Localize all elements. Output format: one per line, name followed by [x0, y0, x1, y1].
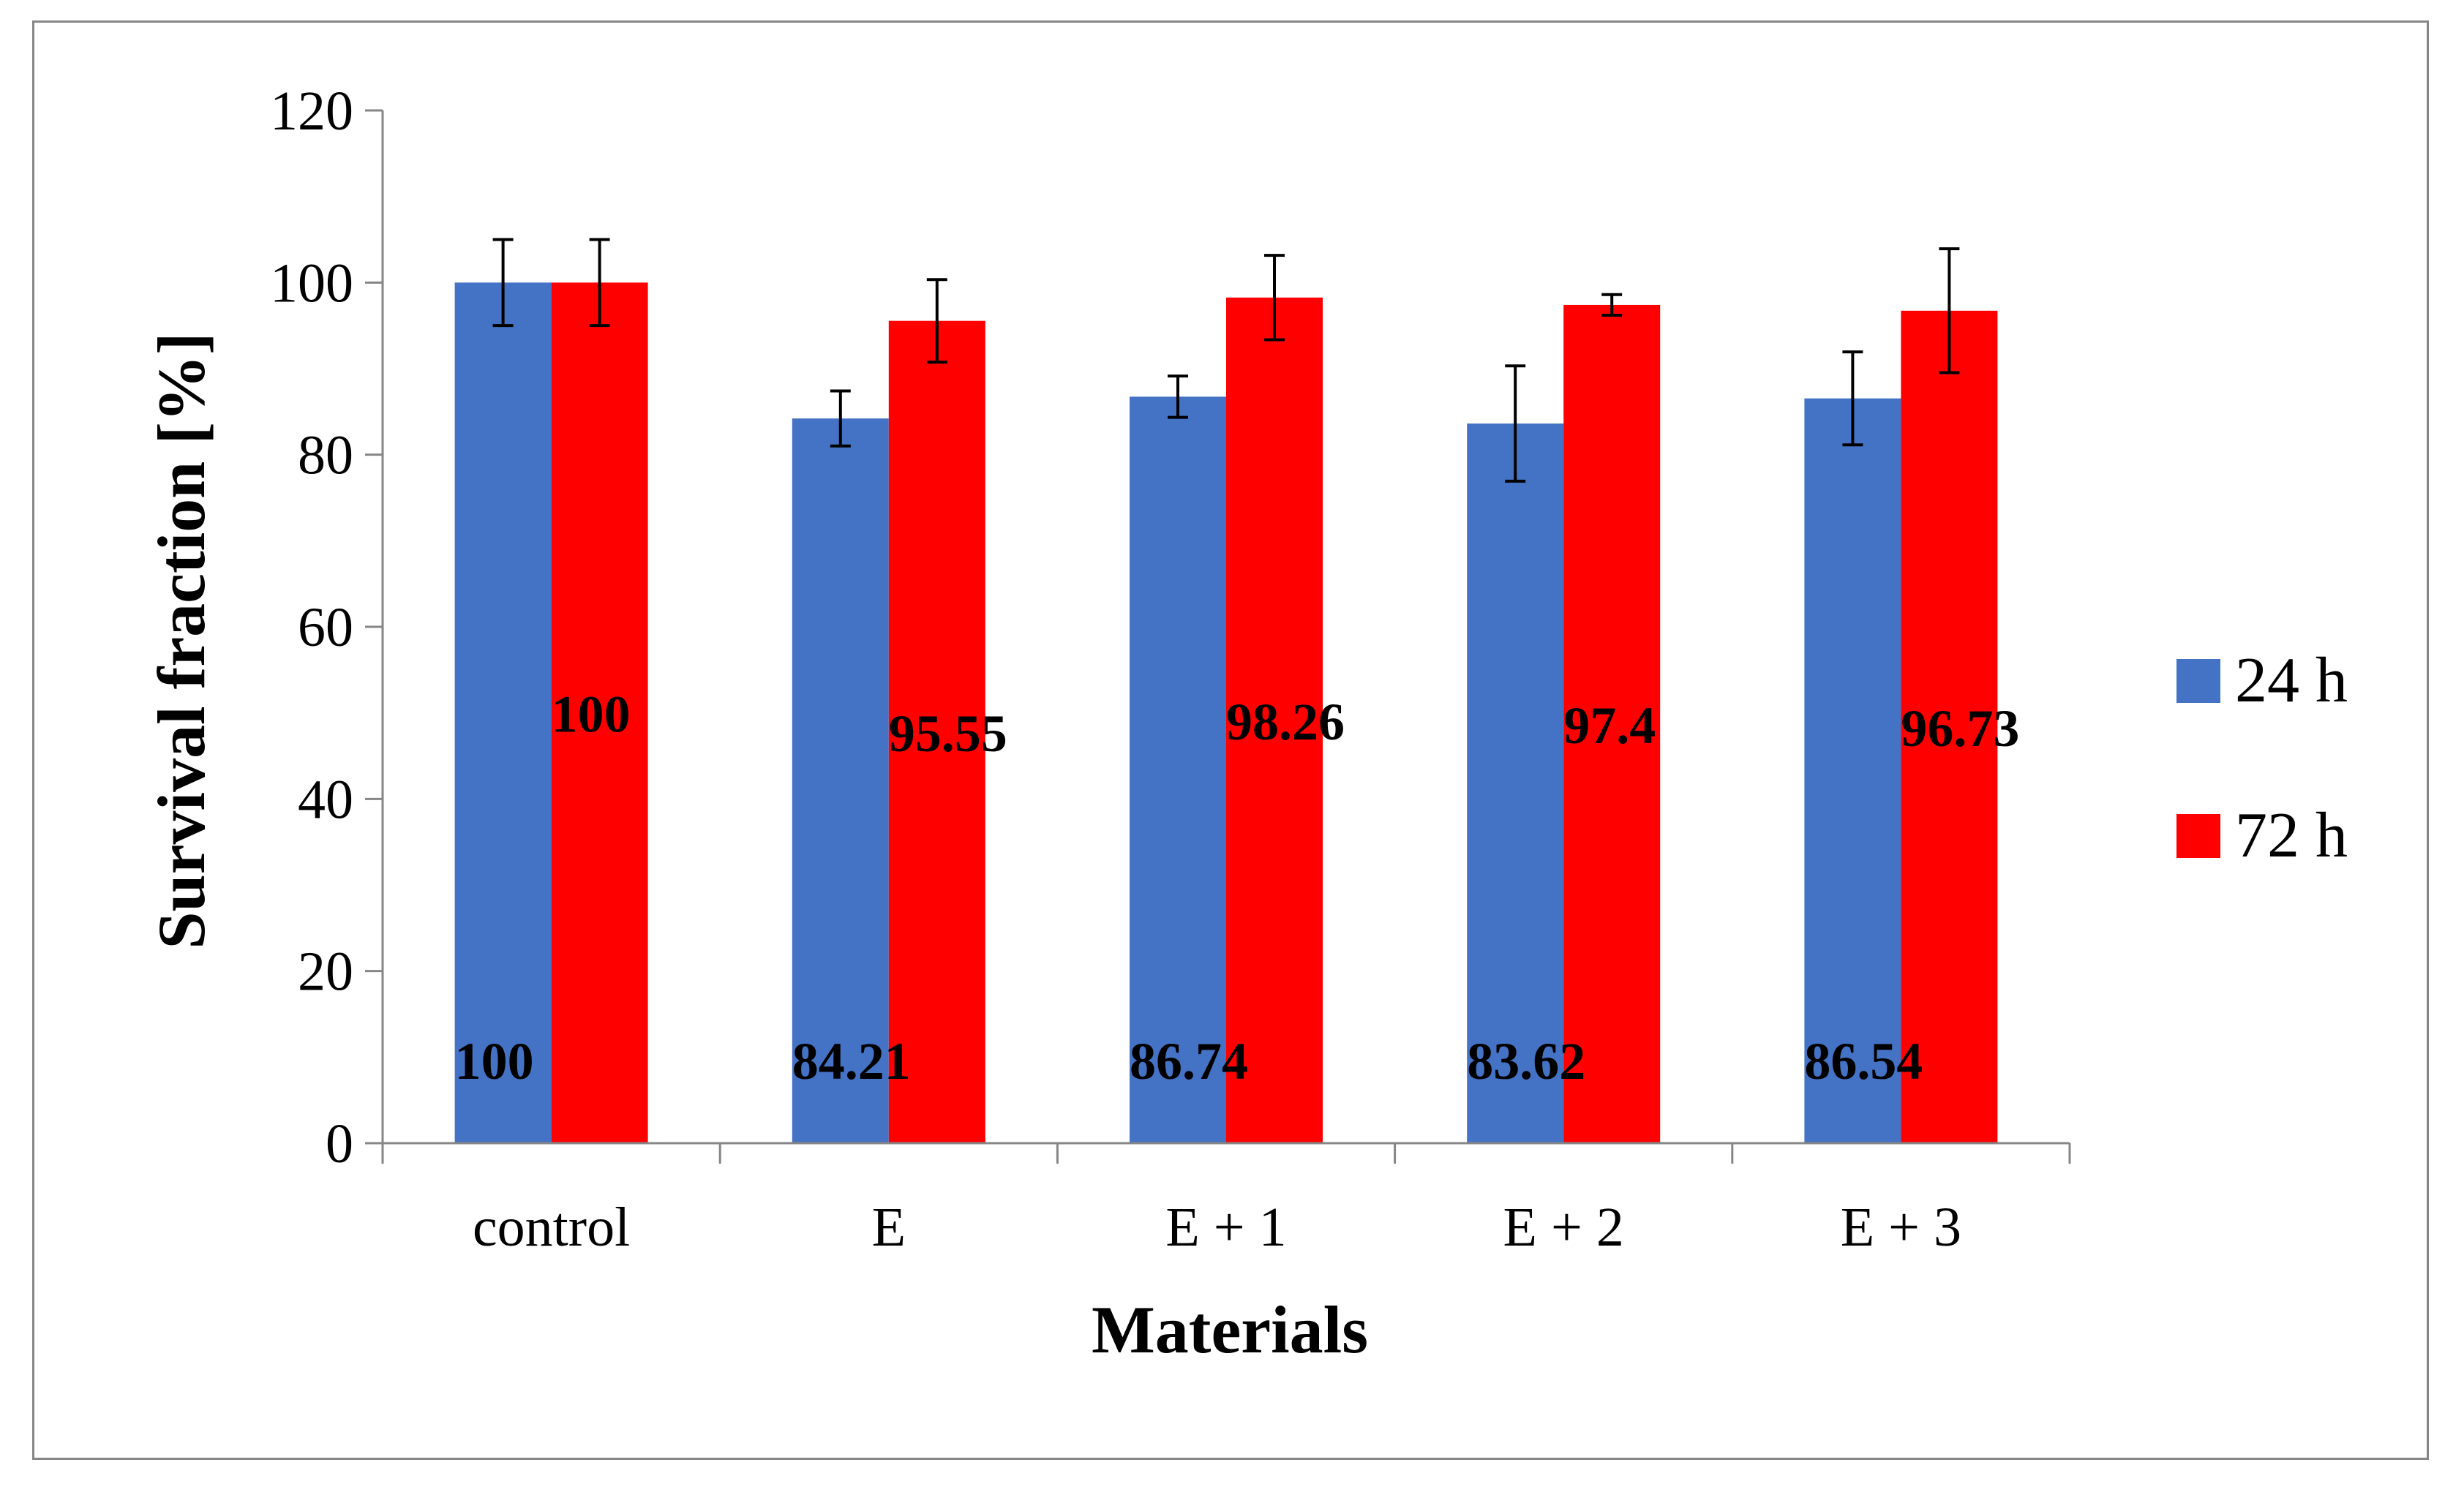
y-tick-label: 80: [298, 425, 353, 486]
x-axis-categories: control E E + 1 E + 2 E + 3: [473, 1197, 1961, 1258]
x-category-label: E + 1: [1165, 1197, 1286, 1258]
bar-72h-2: [1226, 297, 1323, 1143]
bar-24h-0: [454, 282, 552, 1143]
data-label: 95.55: [889, 704, 1007, 763]
legend-swatch-24h: [2176, 659, 2220, 703]
x-category-label: E + 2: [1503, 1197, 1624, 1258]
bar-72h-3: [1563, 304, 1661, 1144]
bars: [454, 282, 1998, 1144]
y-tick-label: 40: [298, 769, 353, 830]
legend: 24 h 72 h: [2176, 645, 2348, 871]
data-label: 96.73: [1901, 699, 2019, 758]
y-axis-title: Survival fraction [%]: [144, 332, 219, 949]
y-tick-label: 100: [270, 252, 353, 314]
data-labels: 100 100 84.21 95.55 86.74 98.26 83.62 97.4 86.54…: [455, 685, 2020, 1091]
error-bars: [492, 238, 1960, 483]
y-axis-ticks: 0 20 40 60 80 100 120: [270, 80, 383, 1175]
data-label: 98.26: [1226, 693, 1345, 751]
data-label: 86.54: [1804, 1032, 1923, 1091]
data-label: 100: [552, 685, 631, 744]
y-tick-label: 0: [326, 1113, 353, 1175]
y-tick-label: 120: [270, 80, 353, 142]
data-label: 84.21: [792, 1032, 911, 1091]
chart-frame: 0 20 40 60 80 100 120 100 100 84.21 95.55 86.74 98.…: [32, 20, 2429, 1460]
bar-72h-4: [1901, 310, 1998, 1144]
y-tick-label: 20: [298, 941, 353, 1003]
axes: [381, 110, 2071, 1164]
bar-24h-1: [792, 418, 889, 1143]
legend-label-24h: 24 h: [2235, 645, 2348, 716]
y-tick-label: 60: [298, 597, 353, 658]
x-category-label: E: [872, 1197, 906, 1258]
x-category-label: E + 3: [1841, 1197, 1961, 1258]
legend-swatch-72h: [2176, 814, 2220, 858]
x-axis-title: Materials: [1092, 1292, 1368, 1367]
data-label: 86.74: [1130, 1032, 1248, 1091]
legend-label-72h: 72 h: [2235, 800, 2348, 871]
data-label: 97.4: [1563, 696, 1656, 755]
bar-24h-3: [1467, 423, 1564, 1143]
bar-72h-1: [888, 320, 985, 1143]
bar-24h-2: [1130, 396, 1226, 1143]
x-category-label: control: [473, 1197, 630, 1258]
bar-72h-0: [551, 282, 648, 1143]
chart-svg: 0 20 40 60 80 100 120 100 100 84.21 95.55 86.74 98.…: [144, 80, 2348, 1367]
data-label: 100: [455, 1032, 534, 1091]
bar-24h-4: [1804, 398, 1901, 1143]
data-label: 83.62: [1467, 1032, 1585, 1091]
